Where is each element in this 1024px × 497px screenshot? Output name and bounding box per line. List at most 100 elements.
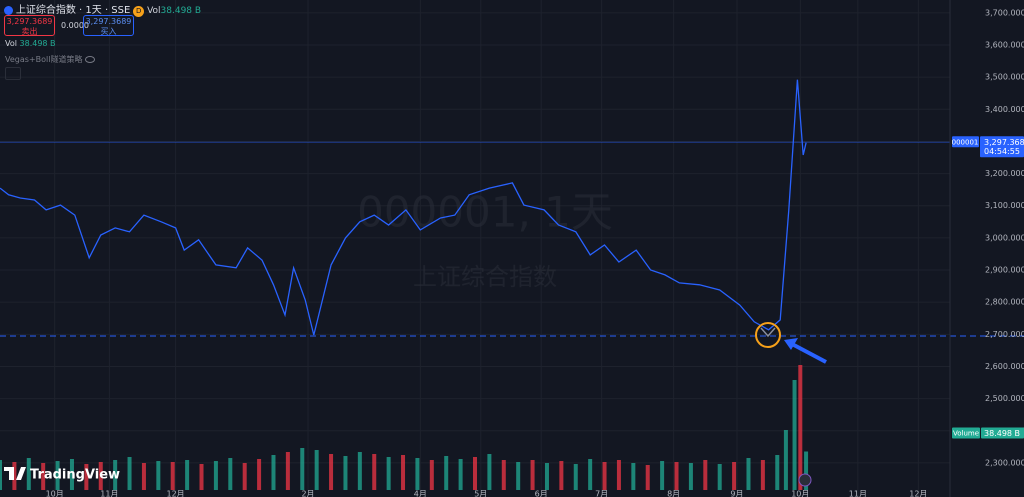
price-line bbox=[0, 79, 807, 336]
volume-bar bbox=[0, 460, 2, 490]
x-tick-label: 4月 bbox=[414, 490, 427, 497]
volume-tag bbox=[952, 427, 980, 439]
volume-bar bbox=[12, 462, 17, 490]
symbol-icon bbox=[4, 6, 13, 15]
volume-bar bbox=[645, 465, 650, 490]
x-tick-label: 12月 bbox=[909, 490, 927, 497]
y-tick-label: 3,100.0000 bbox=[985, 201, 1024, 210]
volume-bar bbox=[573, 464, 578, 490]
y-tick-label: 3,700.0000 bbox=[985, 8, 1024, 17]
volume-bar bbox=[271, 455, 276, 490]
volume-bar bbox=[717, 464, 722, 490]
volume-bar bbox=[703, 460, 708, 490]
x-tick-label: 9月 bbox=[730, 490, 743, 497]
y-tick-label: 3,600.0000 bbox=[985, 41, 1024, 50]
volume-bar bbox=[559, 461, 564, 490]
logo-text: TradingView bbox=[30, 468, 120, 483]
volume-bar bbox=[372, 454, 377, 490]
volume-bar bbox=[501, 460, 506, 490]
x-tick-label: 12月 bbox=[167, 490, 185, 497]
volume-bar bbox=[314, 450, 319, 490]
watermark-name: 上证综合指数 bbox=[413, 263, 557, 291]
volume-bar bbox=[473, 457, 477, 490]
volume-bar bbox=[516, 462, 521, 490]
watermark: 000001, 1天 上证综合指数 bbox=[357, 188, 613, 292]
volume-bar bbox=[783, 430, 788, 490]
eye-icon[interactable] bbox=[85, 56, 95, 63]
volume-bar bbox=[732, 462, 737, 490]
indicator-value: 38.498 B bbox=[19, 39, 56, 48]
price bbox=[0, 79, 1024, 337]
annotation-arrow bbox=[791, 342, 827, 364]
volume-bar bbox=[544, 463, 549, 490]
volume-bar bbox=[429, 460, 434, 490]
header: 上证综合指数 · 1天 · SSE D Vol38.498 B bbox=[4, 1, 201, 17]
volume-bar bbox=[775, 455, 780, 490]
volume-bar bbox=[415, 458, 420, 490]
volume-bar bbox=[228, 458, 233, 490]
x-tick-label: 8月 bbox=[667, 490, 680, 497]
y-tick-label: 3,000.0000 bbox=[985, 233, 1024, 242]
price-tag bbox=[980, 136, 1024, 158]
volume-bar bbox=[343, 456, 348, 490]
volume-bar bbox=[631, 463, 636, 490]
y-tick-label: 2,800.0000 bbox=[985, 298, 1024, 307]
volume-bar bbox=[530, 460, 535, 490]
symbol-title: 上证综合指数 · 1天 · SSE bbox=[15, 5, 131, 16]
indicator-name: Vegas+Boll隧道策略 bbox=[5, 55, 83, 64]
y-tick-label: 3,400.0000 bbox=[985, 105, 1024, 114]
highlight-mark bbox=[760, 327, 776, 338]
volume-value-tag bbox=[981, 427, 1024, 439]
x-tick-label: 10月 bbox=[791, 490, 809, 497]
buy-price: 3,297.3689 bbox=[85, 17, 132, 26]
y-axis: 2,300.00002,400.00002,500.00002,600.0000… bbox=[952, 8, 1024, 467]
x-tick-label: 6月 bbox=[535, 490, 548, 497]
volume-bar bbox=[602, 462, 607, 490]
volume-bar bbox=[113, 460, 118, 490]
highlight-circle bbox=[755, 322, 781, 348]
volume-value: 38.498 B bbox=[984, 429, 1020, 438]
volume-bar bbox=[285, 452, 290, 490]
volume-bar bbox=[84, 464, 89, 490]
volume-bar bbox=[688, 463, 693, 490]
x-axis: 10月11月12月20242月4月5月6月7月8月9月10月11月12月 bbox=[46, 490, 928, 497]
volume-bar bbox=[41, 463, 46, 490]
symbol-label: 000001 bbox=[952, 138, 979, 146]
volume-bar bbox=[26, 458, 31, 490]
sell-button[interactable]: 3,297.3689 卖出 bbox=[4, 15, 55, 36]
volume-bar bbox=[199, 464, 204, 490]
volume-bar bbox=[127, 457, 132, 490]
vol-value: 38.498 B bbox=[160, 6, 202, 16]
volume-bar bbox=[156, 461, 161, 490]
volume bbox=[0, 365, 809, 490]
collapse-button[interactable] bbox=[5, 67, 21, 80]
volume-bar bbox=[242, 463, 247, 490]
vol-label: Vol bbox=[147, 6, 161, 16]
y-tick-label: 2,600.0000 bbox=[985, 362, 1024, 371]
volume-bar bbox=[141, 463, 146, 490]
volume-bar bbox=[69, 459, 74, 490]
x-tick-label: 11月 bbox=[849, 490, 867, 497]
y-tick-label: 2,900.0000 bbox=[985, 266, 1024, 275]
x-tick-label: 10月 bbox=[46, 490, 64, 497]
volume-bar bbox=[760, 460, 765, 490]
y-tick-label: 3,200.0000 bbox=[985, 169, 1024, 178]
annotation-arrowhead bbox=[784, 338, 798, 350]
volume-bar bbox=[487, 454, 492, 490]
x-tick-label: 5月 bbox=[474, 490, 487, 497]
volume-bar bbox=[329, 454, 334, 490]
volume-bar bbox=[401, 455, 406, 490]
volume-bar bbox=[300, 448, 305, 490]
volume-bar bbox=[185, 460, 190, 490]
volume-bar bbox=[213, 461, 218, 490]
buy-button[interactable]: 3,297.3689 买入 bbox=[83, 15, 134, 36]
volume-bar bbox=[798, 365, 803, 490]
spread: 0.0000 bbox=[61, 21, 89, 30]
y-tick-label: 3,500.0000 bbox=[985, 73, 1024, 82]
volume-bar bbox=[257, 459, 262, 490]
sell-label: 卖出 bbox=[21, 27, 38, 36]
volume-bar bbox=[386, 457, 391, 490]
indicator-vol: Vol 38.498 B bbox=[5, 39, 56, 48]
x-tick-label: 7月 bbox=[595, 490, 608, 497]
